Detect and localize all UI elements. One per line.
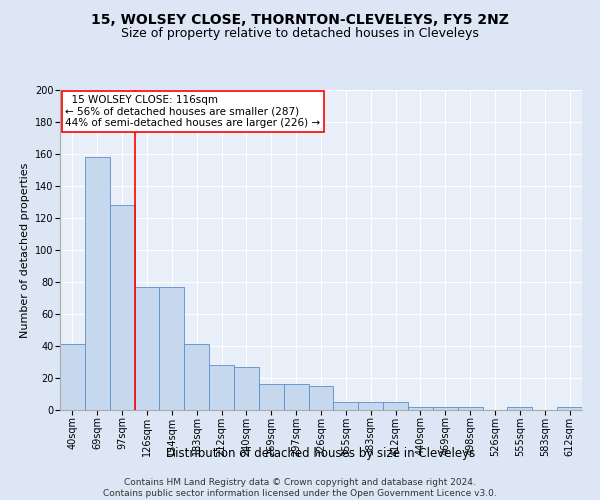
Bar xyxy=(110,205,134,410)
Bar xyxy=(508,407,532,410)
Text: Contains HM Land Registry data © Crown copyright and database right 2024.
Contai: Contains HM Land Registry data © Crown c… xyxy=(103,478,497,498)
Bar xyxy=(334,402,358,410)
Bar xyxy=(557,407,582,410)
Bar xyxy=(308,386,334,410)
Bar xyxy=(134,287,160,410)
Text: Distribution of detached houses by size in Cleveleys: Distribution of detached houses by size … xyxy=(166,448,476,460)
Bar xyxy=(184,344,209,410)
Bar xyxy=(458,407,482,410)
Text: Size of property relative to detached houses in Cleveleys: Size of property relative to detached ho… xyxy=(121,28,479,40)
Bar xyxy=(259,384,284,410)
Bar xyxy=(60,344,85,410)
Bar xyxy=(383,402,408,410)
Text: 15 WOLSEY CLOSE: 116sqm
← 56% of detached houses are smaller (287)
44% of semi-d: 15 WOLSEY CLOSE: 116sqm ← 56% of detache… xyxy=(65,95,320,128)
Bar xyxy=(433,407,458,410)
Bar xyxy=(234,367,259,410)
Text: 15, WOLSEY CLOSE, THORNTON-CLEVELEYS, FY5 2NZ: 15, WOLSEY CLOSE, THORNTON-CLEVELEYS, FY… xyxy=(91,12,509,26)
Bar xyxy=(85,157,110,410)
Bar xyxy=(209,365,234,410)
Bar xyxy=(408,407,433,410)
Bar xyxy=(358,402,383,410)
Bar xyxy=(284,384,308,410)
Bar xyxy=(160,287,184,410)
Y-axis label: Number of detached properties: Number of detached properties xyxy=(20,162,29,338)
